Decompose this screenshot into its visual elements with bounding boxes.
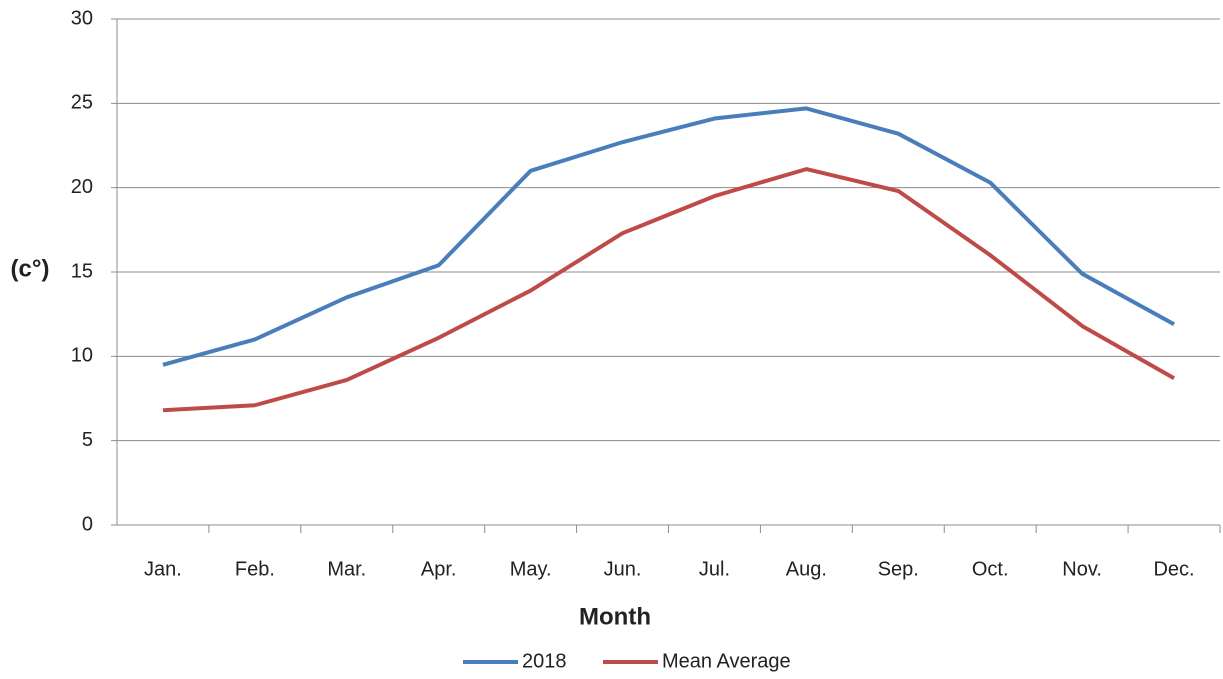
- x-tick-label: Feb.: [235, 558, 275, 580]
- x-tick-label: Aug.: [786, 558, 827, 580]
- y-tick-label: 30: [71, 7, 93, 29]
- series-line: [162, 167, 1176, 413]
- x-tick-label: Jun.: [604, 558, 642, 580]
- y-tick-label: 10: [71, 345, 93, 367]
- y-tick-label: 5: [82, 429, 93, 451]
- x-tick-label: Sep.: [878, 558, 919, 580]
- x-tick-label: Jan.: [144, 558, 182, 580]
- y-tick-label: 15: [71, 260, 93, 282]
- y-axis-label: (c°): [11, 255, 50, 282]
- x-tick-label: Dec.: [1153, 558, 1194, 580]
- x-tick-label: May.: [510, 558, 552, 580]
- x-tick-label: Oct.: [972, 558, 1009, 580]
- y-tick-label: 20: [71, 176, 93, 198]
- series-line: [162, 106, 1176, 367]
- x-tick-label: Mar.: [327, 558, 366, 580]
- x-tick-label: Nov.: [1062, 558, 1102, 580]
- x-axis-label: Month: [579, 603, 651, 630]
- x-tick-label: Apr.: [421, 558, 457, 580]
- y-tick-label: 0: [82, 513, 93, 535]
- legend-label: Mean Average: [662, 650, 791, 672]
- legend-label: 2018: [522, 650, 567, 672]
- y-tick-label: 25: [71, 92, 93, 114]
- x-tick-label: Jul.: [699, 558, 730, 580]
